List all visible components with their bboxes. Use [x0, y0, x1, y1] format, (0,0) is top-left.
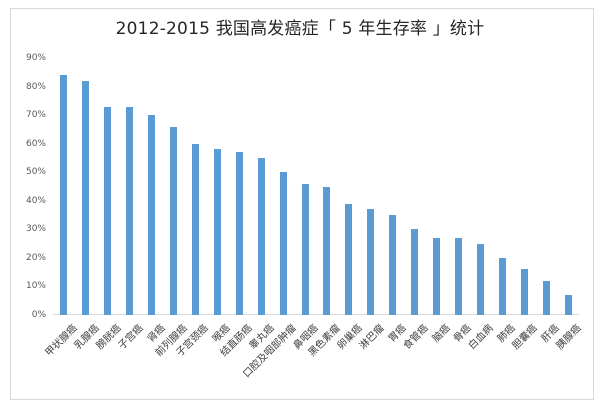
bar [542, 280, 550, 315]
bar [126, 106, 134, 315]
y-tick-label: 20% [25, 252, 46, 263]
bar [323, 186, 331, 315]
bar [564, 295, 572, 315]
y-tick-label: 40% [25, 195, 46, 206]
plot-area [53, 58, 579, 315]
y-tick-label: 30% [25, 224, 46, 235]
bar [82, 80, 90, 315]
bar [367, 209, 375, 315]
bar [213, 149, 221, 315]
bar [433, 237, 441, 315]
y-tick-label: 90% [25, 53, 46, 63]
bar [279, 172, 287, 315]
bar [476, 243, 484, 315]
x-axis-line [53, 314, 579, 315]
bar [148, 115, 156, 315]
bar [389, 215, 397, 315]
bar [301, 183, 309, 315]
bar [257, 157, 265, 315]
bar [191, 143, 199, 315]
y-tick-label: 0% [31, 310, 46, 320]
bar [235, 152, 243, 315]
chart-title: 2012-2015 我国高发癌症「 5 年生存率 」统计 [115, 19, 485, 39]
bar [60, 75, 68, 315]
bar [170, 126, 178, 315]
bar [411, 229, 419, 315]
y-tick-label: 80% [25, 81, 46, 92]
bar [498, 257, 506, 315]
y-tick-label: 60% [25, 138, 46, 149]
bar [345, 203, 353, 315]
y-tick-label: 10% [25, 281, 46, 292]
y-tick-label: 70% [25, 110, 46, 121]
bar [520, 269, 528, 315]
y-tick-label: 50% [25, 167, 46, 178]
bar [454, 237, 462, 315]
bar [104, 106, 112, 315]
